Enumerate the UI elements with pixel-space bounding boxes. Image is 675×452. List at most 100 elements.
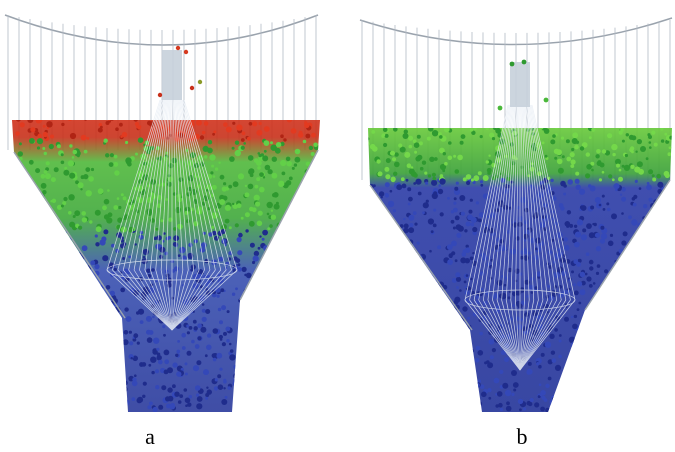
particle	[289, 391, 294, 396]
particle	[610, 338, 613, 342]
particle	[455, 389, 462, 396]
particle	[225, 326, 231, 332]
particle	[480, 287, 484, 291]
particle	[236, 352, 243, 358]
particle	[13, 273, 16, 276]
particle	[12, 335, 15, 339]
particle	[620, 128, 624, 132]
particle	[586, 223, 592, 230]
particle	[9, 262, 12, 265]
particle	[415, 302, 419, 306]
particle	[429, 387, 435, 393]
particle	[446, 336, 450, 340]
particle	[635, 320, 638, 323]
particle	[298, 370, 304, 376]
particle	[50, 254, 55, 260]
particle	[107, 189, 110, 192]
particle	[437, 245, 442, 250]
particle	[28, 209, 33, 214]
particle	[184, 210, 189, 215]
particle	[201, 308, 206, 313]
particle	[592, 339, 597, 344]
particle	[577, 405, 582, 410]
particle	[472, 180, 476, 185]
particle	[237, 250, 243, 256]
particle	[36, 361, 41, 367]
cone-wire	[128, 269, 173, 331]
insert-neck	[510, 62, 530, 107]
particle	[641, 362, 649, 369]
particle	[19, 187, 24, 192]
particle	[256, 129, 263, 136]
particle	[243, 142, 246, 145]
cone-wire	[150, 269, 173, 331]
particle	[245, 229, 249, 233]
particle	[670, 350, 672, 354]
particle	[247, 155, 254, 161]
particle	[310, 401, 314, 405]
particle	[157, 92, 163, 98]
particle	[71, 308, 75, 313]
particle	[264, 164, 271, 171]
particle	[491, 348, 496, 353]
particle	[42, 147, 46, 150]
particle	[51, 367, 55, 372]
particle	[32, 330, 38, 335]
particle	[299, 370, 306, 376]
particle	[192, 365, 200, 372]
particle	[304, 379, 311, 385]
particle	[57, 283, 61, 287]
particle	[27, 287, 31, 290]
particle	[390, 258, 395, 263]
particle	[394, 152, 399, 157]
particle	[651, 369, 658, 376]
particle	[20, 329, 24, 333]
particle	[590, 205, 595, 210]
particle	[598, 354, 603, 359]
particle	[654, 330, 660, 336]
particle	[263, 323, 268, 328]
particle	[439, 135, 443, 139]
particle	[403, 217, 406, 221]
particle	[213, 386, 219, 391]
particle	[637, 244, 642, 250]
particle	[623, 349, 627, 354]
particle	[568, 364, 572, 368]
particle	[612, 152, 616, 157]
particle	[48, 115, 50, 117]
particle	[208, 280, 213, 285]
particle	[372, 184, 376, 188]
particle	[19, 228, 23, 233]
particle	[223, 331, 227, 336]
particle	[428, 382, 435, 389]
particle	[447, 259, 453, 265]
particle	[237, 173, 245, 180]
particle	[243, 354, 246, 358]
particle	[267, 330, 273, 337]
particle	[408, 375, 414, 381]
particle	[382, 133, 386, 137]
particle	[23, 281, 29, 287]
particle	[294, 148, 301, 155]
particle	[477, 350, 484, 356]
particle	[644, 271, 651, 278]
particle	[223, 122, 228, 127]
particle	[291, 338, 295, 342]
particle	[176, 371, 182, 377]
particle	[460, 404, 466, 410]
particle	[263, 149, 267, 153]
particle	[591, 400, 596, 405]
particle	[458, 323, 462, 327]
particle	[174, 391, 180, 397]
cone-wire	[176, 99, 200, 271]
particle	[585, 152, 590, 157]
particle	[595, 325, 600, 330]
particle	[412, 368, 416, 372]
particle	[431, 395, 438, 402]
particle	[252, 105, 256, 109]
particle	[390, 150, 395, 156]
particle	[657, 233, 660, 236]
particle	[26, 262, 32, 268]
particle	[298, 221, 304, 227]
particle	[43, 151, 47, 156]
